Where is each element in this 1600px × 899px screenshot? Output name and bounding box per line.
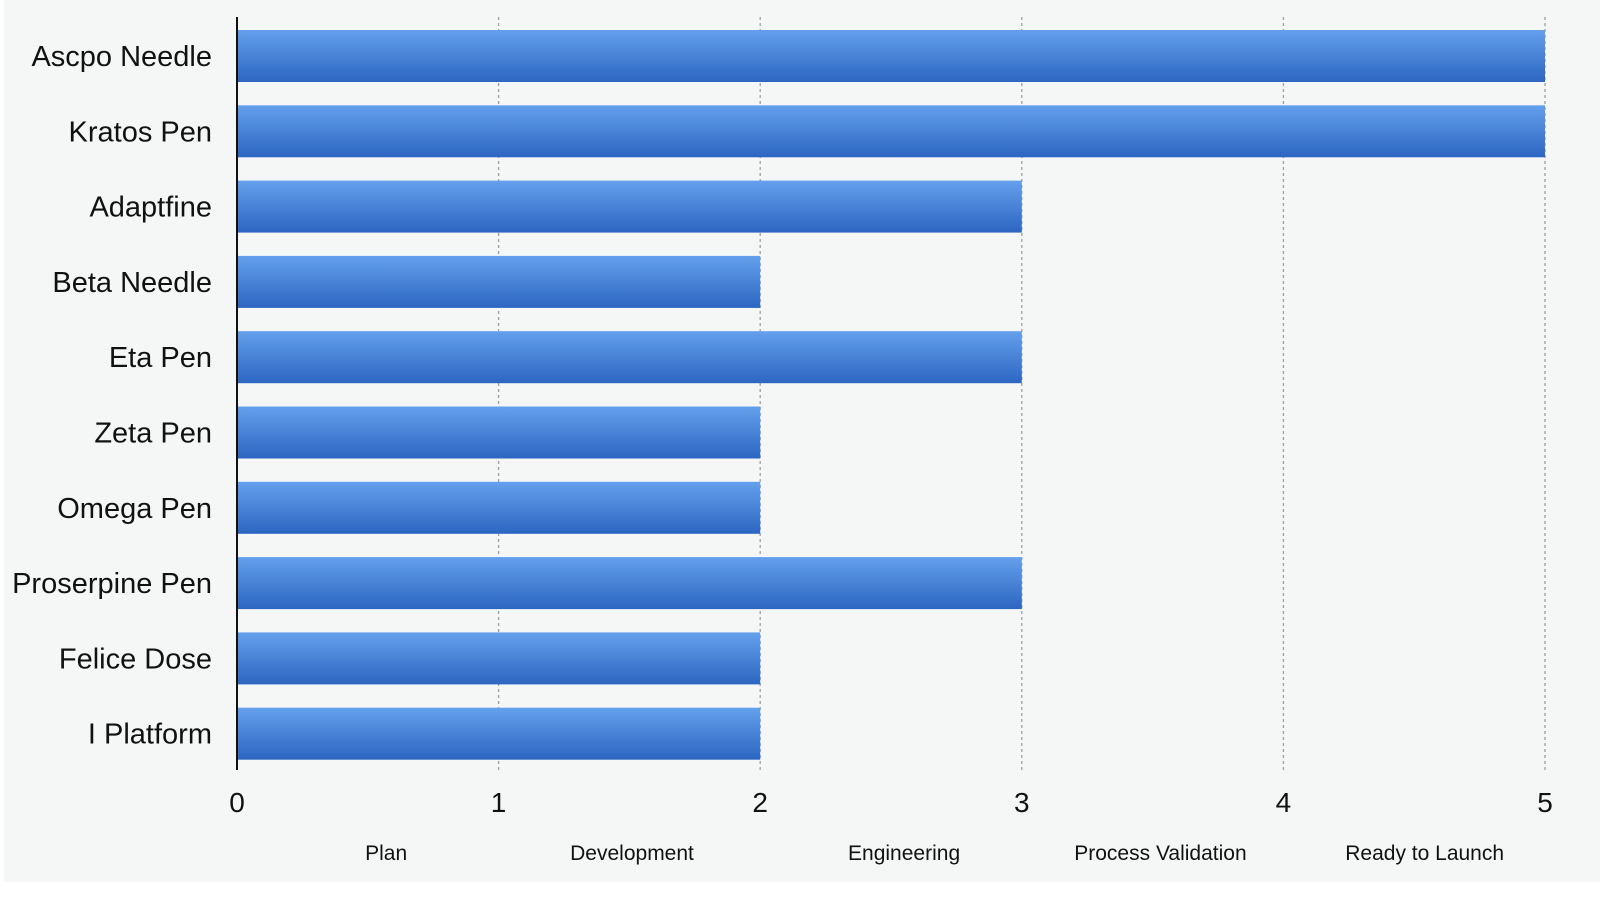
stage-label: Ready to Launch bbox=[1345, 842, 1504, 865]
category-label: Eta Pen bbox=[109, 342, 212, 374]
bar-kratos-pen bbox=[237, 105, 1545, 158]
x-tick-label: 4 bbox=[1276, 787, 1292, 818]
bars bbox=[237, 30, 1545, 760]
category-label: Beta Needle bbox=[52, 267, 212, 299]
x-tick-label: 3 bbox=[1014, 787, 1030, 818]
bar-proserpine-pen bbox=[237, 557, 1022, 610]
bar-eta-pen bbox=[237, 331, 1022, 384]
bar-ascpo-needle bbox=[237, 30, 1545, 82]
category-label: I Platform bbox=[88, 719, 212, 751]
bar-zeta-pen bbox=[237, 406, 761, 459]
x-tick-label: 2 bbox=[752, 787, 768, 818]
stage-label: Engineering bbox=[848, 842, 960, 865]
category-label: Proserpine Pen bbox=[12, 568, 212, 600]
category-label: Adaptfine bbox=[89, 192, 212, 224]
x-tick-label: 5 bbox=[1537, 787, 1553, 818]
stage-label: Development bbox=[570, 842, 694, 865]
stage-label: Process Validation bbox=[1074, 842, 1246, 865]
bar-i-platform bbox=[237, 707, 761, 760]
bar-beta-needle bbox=[237, 255, 761, 308]
stage-label: Plan bbox=[365, 842, 407, 865]
category-label: Ascpo Needle bbox=[31, 41, 212, 73]
category-label: Omega Pen bbox=[57, 493, 212, 525]
bar-adaptfine bbox=[237, 180, 1022, 233]
x-tick-label: 1 bbox=[491, 787, 507, 818]
bar-omega-pen bbox=[237, 481, 761, 534]
x-tick-label: 0 bbox=[229, 787, 245, 818]
category-label: Felice Dose bbox=[59, 643, 212, 675]
labels: Ascpo Needle Kratos Pen Adaptfine Beta Need… bbox=[12, 41, 1553, 865]
category-label: Zeta Pen bbox=[94, 418, 212, 450]
category-label: Kratos Pen bbox=[69, 116, 212, 148]
bar-felice-dose bbox=[237, 632, 761, 685]
